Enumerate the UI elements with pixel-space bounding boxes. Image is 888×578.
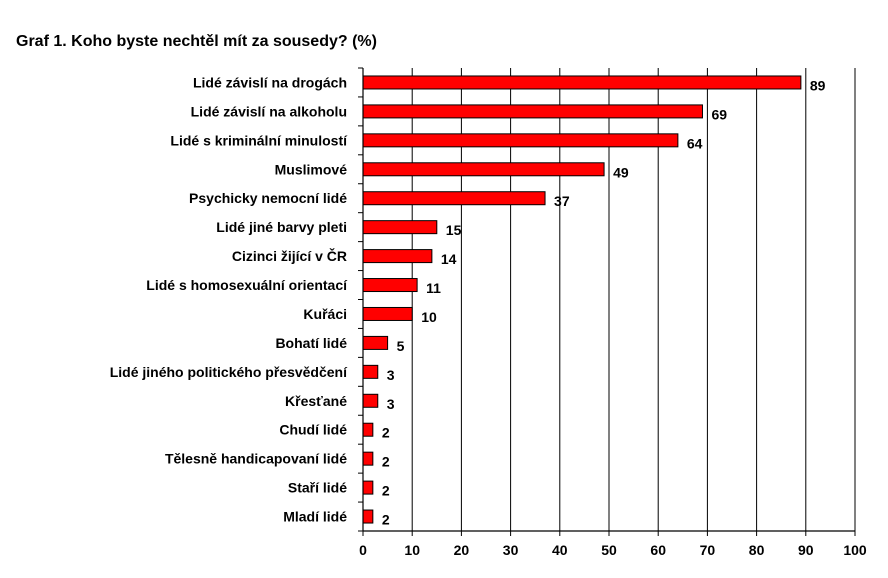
value-label: 3 — [387, 367, 395, 383]
value-label: 5 — [397, 338, 405, 354]
bar — [362, 393, 379, 408]
chart-title: Graf 1. Koho byste nechtěl mít za soused… — [16, 33, 377, 50]
x-tick-label: 50 — [601, 542, 617, 558]
bar — [362, 191, 546, 206]
value-label: 64 — [687, 135, 703, 151]
category-label: Křesťané — [285, 393, 347, 409]
x-tick-label: 20 — [454, 542, 470, 558]
bar — [362, 422, 374, 437]
category-label: Kuřáci — [303, 306, 347, 322]
value-label: 2 — [382, 512, 390, 528]
category-label: Mladí lidé — [283, 509, 347, 525]
category-label: Lidé s homosexuální orientací — [146, 277, 348, 293]
category-label: Psychicky nemocní lidé — [189, 190, 347, 206]
category-label: Lidé jiného politického přesvědčení — [110, 364, 348, 380]
value-label: 2 — [382, 454, 390, 470]
x-tick-label: 70 — [700, 542, 716, 558]
bar — [362, 75, 802, 90]
bar — [362, 335, 389, 350]
bar — [362, 480, 374, 495]
x-tick-label: 0 — [359, 542, 367, 558]
bar — [362, 278, 418, 293]
category-label: Lidé závislí na drogách — [193, 74, 347, 90]
bar — [362, 509, 374, 524]
category-label: Muslimové — [275, 161, 348, 177]
bar — [362, 306, 413, 321]
value-label: 3 — [387, 396, 395, 412]
value-label: 37 — [554, 193, 570, 209]
category-label: Staří lidé — [288, 480, 347, 496]
bar — [362, 104, 703, 119]
category-label: Lidé závislí na alkoholu — [191, 103, 347, 119]
bar — [362, 133, 679, 148]
value-label: 10 — [421, 309, 437, 325]
category-label: Lidé jiné barvy pleti — [216, 219, 347, 235]
value-label: 11 — [426, 280, 441, 296]
x-tick-label: 10 — [404, 542, 420, 558]
bar — [362, 162, 605, 177]
x-tick-label: 60 — [650, 542, 666, 558]
value-label: 15 — [446, 222, 462, 238]
x-tick-label: 40 — [552, 542, 568, 558]
category-label: Chudí lidé — [279, 422, 347, 438]
value-label: 2 — [382, 483, 390, 499]
bar — [362, 364, 379, 379]
value-label: 69 — [711, 106, 727, 122]
x-tick-label: 100 — [843, 542, 867, 558]
bar — [362, 451, 374, 466]
value-label: 89 — [810, 77, 826, 93]
x-tick-label: 30 — [503, 542, 519, 558]
x-tick-label: 80 — [749, 542, 765, 558]
category-label: Tělesně handicapovaní lidé — [165, 451, 347, 467]
category-label: Cizinci žijící v ČR — [232, 247, 347, 264]
bar — [362, 249, 433, 264]
value-label: 2 — [382, 425, 390, 441]
bar — [362, 220, 438, 235]
value-label: 49 — [613, 164, 629, 180]
category-label: Bohatí lidé — [275, 335, 347, 351]
category-label: Lidé s kriminální minulostí — [170, 132, 348, 148]
value-label: 14 — [441, 251, 457, 267]
x-tick-label: 90 — [798, 542, 814, 558]
